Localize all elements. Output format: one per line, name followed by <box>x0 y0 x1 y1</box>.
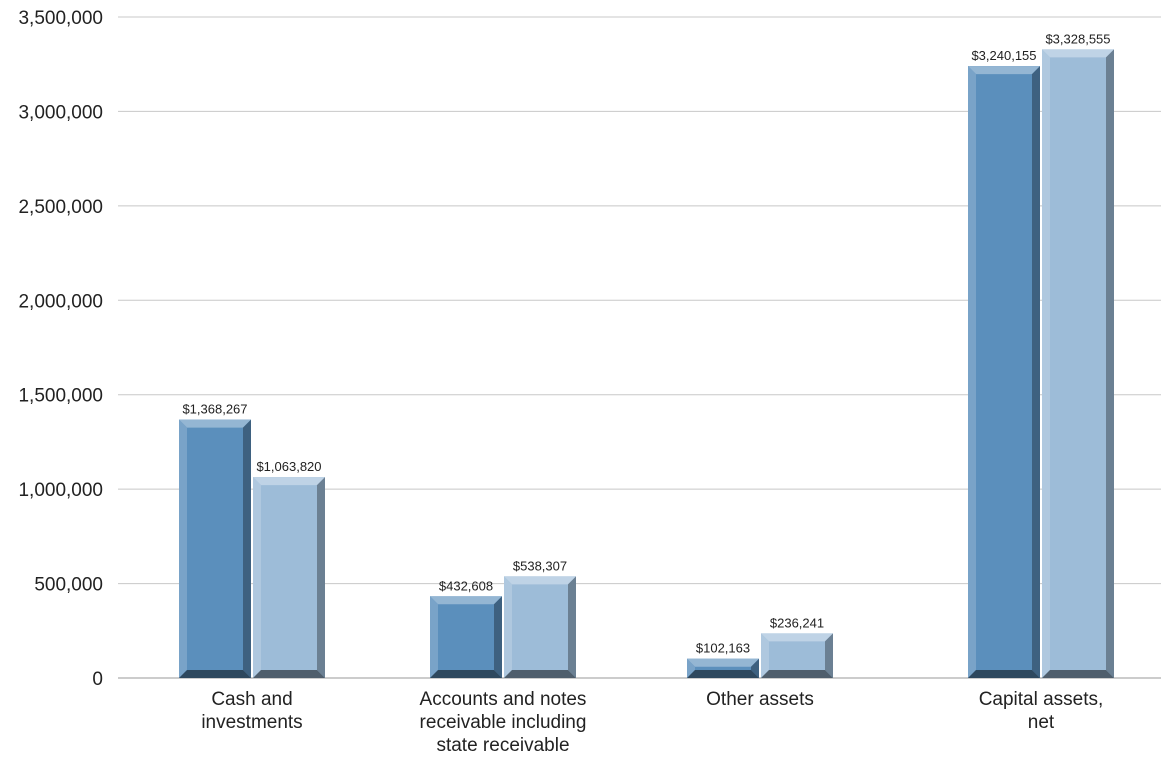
bar <box>253 477 325 678</box>
x-category-label-line: investments <box>201 712 302 733</box>
data-label: $102,163 <box>696 641 750 656</box>
x-category-label: Other assets <box>706 689 814 710</box>
data-labels: $1,368,267 $432,608 $102,163 $3,240,155 $1,0… <box>182 31 1110 655</box>
data-label: $432,608 <box>439 578 493 593</box>
data-label: $3,328,555 <box>1045 31 1110 46</box>
data-label: $3,240,155 <box>971 48 1036 63</box>
x-category-label-line: Capital assets, <box>979 689 1104 710</box>
x-category-label: Capital assets, net <box>979 689 1104 733</box>
x-category-label-line: Other assets <box>706 689 814 710</box>
bar <box>761 633 833 678</box>
data-label: $1,368,267 <box>182 402 247 417</box>
y-tick-label: 1,500,000 <box>18 386 103 407</box>
x-category-label-line: Accounts and notes <box>420 689 587 710</box>
bar <box>179 419 251 678</box>
bar <box>1042 49 1114 679</box>
bar <box>430 596 502 678</box>
bar <box>687 658 759 678</box>
data-label: $538,307 <box>513 558 567 573</box>
x-axis-category-labels: Cash and investments Accounts and notes rec… <box>201 689 1103 756</box>
x-category-label-line: state receivable <box>436 735 569 756</box>
y-tick-label: 500,000 <box>34 575 103 596</box>
x-category-label: Accounts and notes receivable including st… <box>420 689 587 756</box>
y-tick-label: 2,500,000 <box>18 197 103 218</box>
y-axis-tick-labels: 0 500,000 1,000,000 1,500,000 2,000,000 2,500… <box>18 8 103 690</box>
bar <box>968 66 1040 678</box>
x-category-label-line: receivable including <box>420 712 587 733</box>
x-category-label-line: net <box>1028 712 1055 733</box>
x-category-label-line: Cash and <box>211 689 292 710</box>
bar <box>504 576 576 678</box>
y-tick-label: 3,500,000 <box>18 8 103 29</box>
y-tick-label: 0 <box>92 669 103 690</box>
x-category-label: Cash and investments <box>201 689 302 733</box>
data-label: $1,063,820 <box>256 459 321 474</box>
y-tick-label: 1,000,000 <box>18 480 103 501</box>
y-tick-label: 2,000,000 <box>18 291 103 312</box>
data-label: $236,241 <box>770 615 824 630</box>
bars <box>179 49 1114 679</box>
y-tick-label: 3,000,000 <box>18 102 103 123</box>
